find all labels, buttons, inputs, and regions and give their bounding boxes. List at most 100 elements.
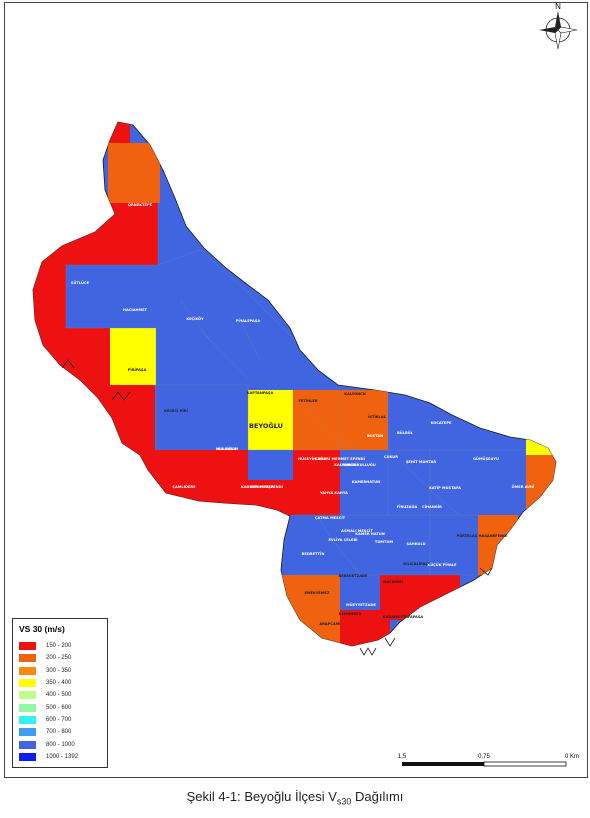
legend-swatch <box>19 703 36 712</box>
neighborhood-label: ÖMER AVNİ <box>512 484 535 489</box>
neighborhood-label: ARAPCAMİ <box>319 621 340 626</box>
neighborhood-label: PİRİPAŞA <box>128 367 147 372</box>
neighborhood-boundaries <box>65 203 526 576</box>
neighborhood-label: SURURİ MEHMET EFENDİ <box>315 456 365 461</box>
legend-label: 700 - 800 <box>46 729 72 736</box>
neighborhood-label: KALYONCU KULLUĞU <box>334 462 376 467</box>
cell-red-west-upper <box>33 203 158 265</box>
neighborhood-label: KUL KASIM <box>216 447 239 451</box>
legend-label: 300 - 350 <box>46 667 72 674</box>
neighborhood-label: KÜÇÜK PİYALE <box>428 562 458 567</box>
neighborhood-label: PİYALEPAŞA <box>236 318 260 323</box>
cell-red-sw <box>60 385 155 450</box>
neighborhood-label: HACIAHMET <box>123 308 148 312</box>
neighborhood-label: ŞEHİT MUHTAR <box>406 459 437 464</box>
legend-item: 150 - 200 <box>19 640 101 652</box>
neighborhood-label: GÜMÜŞSUYU <box>473 456 499 461</box>
legend-swatch <box>19 691 36 700</box>
neighborhood-label: KEÇİKÖY <box>186 316 204 321</box>
district-label: BEYOĞLU <box>249 421 283 430</box>
neighborhood-label: KEMANKEŞ <box>339 612 362 616</box>
legend-label: 350 - 400 <box>46 680 72 687</box>
north-label: N <box>555 2 561 11</box>
neighborhood-label: KALYONCU <box>344 392 365 396</box>
cell-orange-kalyoncu <box>293 390 388 450</box>
neighborhood-label: KILIÇALİPAŞA <box>403 561 430 566</box>
north-arrow-icon <box>539 11 578 50</box>
caption-prefix: Şekil 4-1: Beyoğlu İlçesi V <box>186 789 337 804</box>
figure-caption: Şekil 4-1: Beyoğlu İlçesi Vs30 Dağılımı <box>0 789 590 807</box>
neighborhood-label: EVLİYA ÇELEBİ <box>328 537 357 542</box>
legend-item: 300 - 350 <box>19 665 101 677</box>
neighborhood-label: MÜEYYETZADE <box>346 602 376 607</box>
legend-label: 800 - 1000 <box>46 741 75 748</box>
coast-piers <box>61 359 493 656</box>
neighborhood-label: BEREKETZADE <box>339 574 368 578</box>
neighborhood-label: KADIMEHMETEFENDİ <box>241 484 283 489</box>
legend-label: 200 - 250 <box>46 655 72 662</box>
legend-item: 800 - 1000 <box>19 738 101 750</box>
neighborhood-label: TOMTOM <box>375 540 394 544</box>
neighborhood-label: BEDRETTİN <box>302 551 325 556</box>
legend-swatch <box>19 642 36 651</box>
neighborhood-label: FİRUZAĞA <box>397 504 418 509</box>
scale-label-right: 0 Km <box>565 754 579 760</box>
neighborhood-label: KATİP MUSTAFA <box>429 485 461 490</box>
neighborhood-label: ASMALI MESCİT <box>341 528 373 533</box>
neighborhood-label: ÇAMLIDERE <box>172 485 196 489</box>
neighborhood-label: ŞAHKULU <box>406 542 425 546</box>
legend-item: 700 - 800 <box>19 726 101 738</box>
legend-item: 500 - 600 <box>19 701 101 713</box>
cell-red-west-lower <box>33 328 110 388</box>
legend-label: 400 - 500 <box>46 692 72 699</box>
neighborhood-label: YENİŞEHİR <box>386 388 409 393</box>
caption-suffix: Dağılımı <box>351 789 404 804</box>
cell-red-north <box>100 122 130 143</box>
neighborhood-label: KAMERHATUN <box>352 480 380 484</box>
cell-red-center <box>293 450 340 515</box>
neighborhood-label: ÇATMA MESCİT <box>315 515 346 520</box>
legend-label: 1000 - 1392 <box>46 753 79 760</box>
scale-bar <box>402 761 567 767</box>
legend: VS 30 (m/s) 150 - 200 200 - 250 300 - 350 3… <box>12 618 108 768</box>
legend-item: 1000 - 1392 <box>19 751 101 763</box>
neighborhood-label: HÜSEYİN AĞA <box>298 456 326 461</box>
legend-swatch <box>19 740 36 749</box>
caption-subscript: s30 <box>336 796 352 807</box>
cell-yellow-beyoglu <box>248 390 293 450</box>
neighborhood-label: İSTİKLAL <box>368 414 387 419</box>
scale-label-mid: 0,75 <box>478 754 490 760</box>
neighborhood-label: KAMER HATUN <box>355 532 385 536</box>
neighborhood-label: CİHANGİR <box>422 504 442 509</box>
neighborhood-label: BOSTAN <box>367 434 383 438</box>
neighborhood-label: ÖRNEKTEPE <box>128 202 153 207</box>
legend-item: 600 - 700 <box>19 714 101 726</box>
cell-orange-south <box>280 575 340 645</box>
neighborhood-label: KAPTANPAŞA <box>247 391 274 395</box>
legend-item: 350 - 400 <box>19 677 101 689</box>
legend-swatch <box>19 728 36 737</box>
neighborhood-label: FETİHLER <box>298 398 317 403</box>
neighborhood-label: SURURİ <box>342 462 357 467</box>
neighborhood-label: KEÇECİ PİRİ <box>164 408 188 413</box>
legend-label: 600 - 700 <box>46 716 72 723</box>
legend-item: 400 - 500 <box>19 689 101 701</box>
legend-label: 150 - 200 <box>46 643 72 650</box>
neighborhood-label: SÜTLÜCE <box>71 280 90 285</box>
neighborhood-label: ÇUKUR <box>384 455 398 459</box>
neighborhood-label: PÜRTELAŞ HASANEFENDİ <box>457 533 508 538</box>
cell-yellow-east <box>526 430 556 455</box>
neighborhood-label: HACIMİMİ <box>383 579 403 584</box>
legend-swatch <box>19 679 36 688</box>
cell-orange-southeast <box>478 515 518 575</box>
neighborhood-label: KOCATEPE <box>431 421 452 425</box>
legend-swatch <box>19 715 36 724</box>
cell-red-west <box>33 265 66 330</box>
cell-red-kasimpasa <box>130 450 248 505</box>
legend-item: 200 - 250 <box>19 652 101 664</box>
neighborhood-label: KARAMUSTAFAPAŞA <box>383 615 424 619</box>
cell-yellow-piripasa <box>110 328 156 385</box>
legend-swatch <box>19 666 36 675</box>
neighborhood-label: BÜLBÜL <box>397 430 414 435</box>
neighborhood-labels: ÖRNEKTEPE SÜTLÜCE HACIAHMET KEÇİKÖY PİYALEPA… <box>71 202 534 626</box>
